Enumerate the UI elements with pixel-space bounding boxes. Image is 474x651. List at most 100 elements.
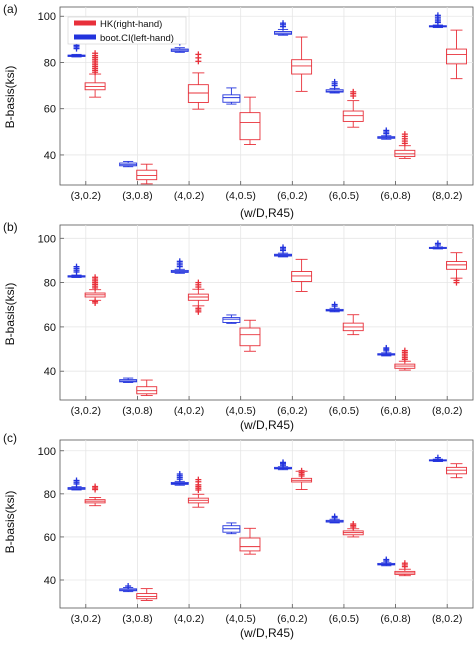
- boot-box: [119, 377, 138, 383]
- hk-box: [394, 131, 416, 159]
- hk-box: [239, 527, 261, 555]
- hk-box: [394, 560, 416, 577]
- x-tick-label: (4,0.5): [226, 613, 256, 625]
- boot-box: [119, 160, 138, 168]
- x-tick-label: (8,0.2): [432, 190, 462, 202]
- boot-box: [67, 263, 86, 278]
- hk-box: [446, 252, 467, 286]
- hk-box: [342, 88, 364, 128]
- plot-area: 40 60 80 100 (3,0.2) (3,0.8) (4,0.2) (4,0.5) (6,…: [38, 224, 474, 417]
- hk-box: [136, 588, 158, 601]
- box-body: [446, 261, 467, 270]
- x-tick-label: (4,0.5): [226, 190, 256, 202]
- panel-c: 40 60 80 100 (3,0.2) (3,0.8) (4,0.2) (4,0.5) (6,…: [3, 431, 474, 640]
- x-tick-label: (3,0.8): [122, 190, 152, 202]
- hk-box: [291, 36, 313, 92]
- hk-box: [446, 29, 467, 80]
- box-body: [187, 84, 209, 103]
- x-tick-label: (6,0.8): [380, 613, 410, 625]
- x-tick-label: (4,0.2): [174, 405, 204, 417]
- boot-box: [274, 244, 292, 258]
- boot-box: [222, 522, 241, 535]
- box-body: [239, 327, 261, 347]
- boot-box: [67, 477, 86, 491]
- plot-area: 40 60 80 100 (3,0.2) (3,0.8) (4,0.2) (4,0.5) (6,…: [38, 439, 474, 625]
- x-tick-label: (8,0.2): [432, 405, 462, 417]
- hk-box: [394, 347, 416, 371]
- panel-b: 40 60 80 100 (3,0.2) (3,0.8) (4,0.2) (4,0.5) (6,…: [3, 220, 474, 432]
- x-tick-label: (4,0.2): [174, 613, 204, 625]
- y-tick-label: 60: [44, 104, 56, 116]
- boot-box: [170, 258, 189, 274]
- x-tick-label: (4,0.2): [174, 190, 204, 202]
- boot-box: [428, 240, 447, 250]
- boot-box: [325, 301, 344, 313]
- x-tick-label: (6,0.5): [329, 190, 359, 202]
- boot-box: [119, 583, 138, 593]
- hk-box: [84, 50, 106, 98]
- boot-box: [428, 12, 447, 29]
- y-tick-label: 40: [44, 366, 56, 378]
- box-body: [222, 317, 241, 323]
- hk-box: [342, 314, 364, 336]
- hk-box: [84, 483, 106, 507]
- boot-box: [222, 87, 241, 105]
- boot-box: [428, 454, 447, 462]
- y-tick-label: 100: [38, 11, 56, 23]
- legend-label-hk: HK(right-hand): [100, 19, 162, 30]
- boot-box: [274, 459, 292, 471]
- boxes: [67, 12, 467, 185]
- hk-box: [187, 279, 209, 315]
- x-axis-label: (w/D,R45): [240, 626, 294, 640]
- hk-box: [342, 521, 364, 538]
- box-body: [222, 94, 241, 103]
- x-tick-label: (8,0.2): [432, 613, 462, 625]
- hk-box: [239, 319, 261, 352]
- y-tick-label: 80: [44, 489, 56, 501]
- boot-box: [377, 344, 396, 357]
- boot-box: [274, 20, 292, 36]
- box-body: [446, 48, 467, 65]
- plot-frame: [59, 439, 474, 609]
- x-tick-label: (6,0.8): [380, 190, 410, 202]
- x-tick-label: (3,0.2): [71, 190, 101, 202]
- x-tick-label: (6,0.5): [329, 405, 359, 417]
- y-axis-label: B-basis(ksi): [3, 66, 17, 129]
- y-tick-label: 60: [44, 322, 56, 334]
- box-body: [342, 110, 364, 122]
- x-tick-label: (6,0.5): [329, 613, 359, 625]
- x-tick-label: (3,0.8): [122, 613, 152, 625]
- y-axis-label: B-basis(ksi): [3, 283, 17, 346]
- y-tick-label: 80: [44, 57, 56, 69]
- panel-label: (c): [3, 431, 17, 445]
- box-body: [239, 112, 261, 141]
- x-axis-label: (w/D,R45): [240, 206, 294, 220]
- boxes: [67, 240, 467, 397]
- y-tick-label: 80: [44, 278, 56, 290]
- panel-label: (b): [3, 220, 18, 234]
- x-tick-label: (3,0.2): [71, 613, 101, 625]
- x-axis-label: (w/D,R45): [240, 418, 294, 432]
- hk-box: [136, 163, 158, 185]
- y-tick-label: 100: [38, 446, 56, 458]
- box-body: [291, 271, 313, 282]
- legend: HK(right-hand) boot.CI(left-hand): [67, 16, 187, 45]
- boxes: [67, 454, 467, 601]
- hk-box: [187, 51, 209, 110]
- y-tick-label: 60: [44, 532, 56, 544]
- box-body: [291, 59, 313, 75]
- legend-label-boot: boot.CI(left-hand): [100, 33, 174, 44]
- x-tick-label: (6,0.2): [277, 405, 307, 417]
- hk-box: [187, 476, 209, 508]
- box-body: [136, 169, 158, 181]
- panel-label: (a): [3, 2, 18, 16]
- y-axis-label: B-basis(ksi): [3, 491, 17, 554]
- x-tick-label: (4,0.5): [226, 405, 256, 417]
- box-body: [239, 537, 261, 552]
- hk-box: [291, 467, 313, 490]
- y-tick-label: 100: [38, 233, 56, 245]
- hk-box: [291, 258, 313, 292]
- plot-frame: [59, 224, 474, 401]
- boot-box: [325, 78, 344, 94]
